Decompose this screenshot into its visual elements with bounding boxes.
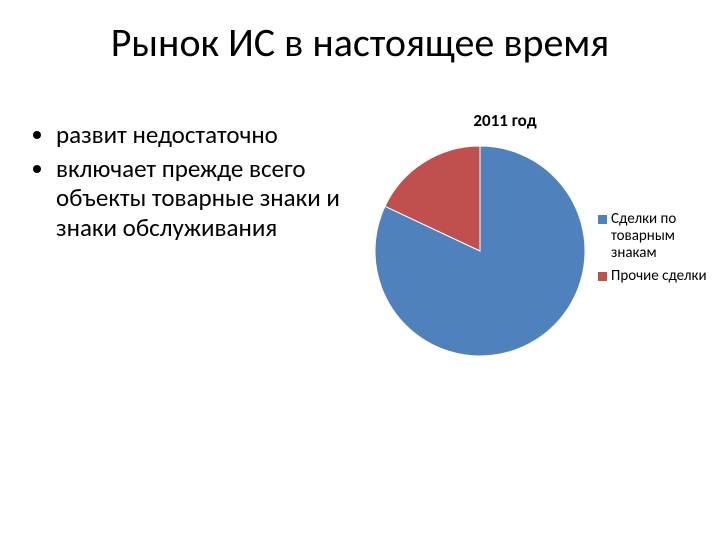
list-item: включает прежде всего объекты товарные з… (56, 154, 350, 243)
chart-title: 2011 год (300, 110, 710, 131)
bullet-list: развит недостаточно включает прежде всег… (30, 120, 350, 246)
pie-chart: 2011 год Сделки по товарным знакамПрочие… (370, 110, 710, 410)
legend-label: Сделки по товарным знакам (611, 211, 708, 263)
chart-body: Сделки по товарным знакам Прочие сделки (370, 141, 710, 361)
legend-label: Прочие сделки (611, 268, 708, 285)
pie-svg (370, 141, 590, 361)
legend-item: Прочие сделки (598, 268, 708, 285)
page-title: Рынок ИС в настоящее время (0, 18, 720, 67)
legend: Сделки по товарным знакам Прочие сделки (598, 211, 708, 292)
slide: Рынок ИС в настоящее время развит недост… (0, 0, 720, 540)
pie-wrap (370, 141, 590, 361)
legend-swatch (598, 272, 607, 281)
legend-item: Сделки по товарным знакам (598, 211, 708, 263)
legend-swatch (598, 215, 607, 224)
